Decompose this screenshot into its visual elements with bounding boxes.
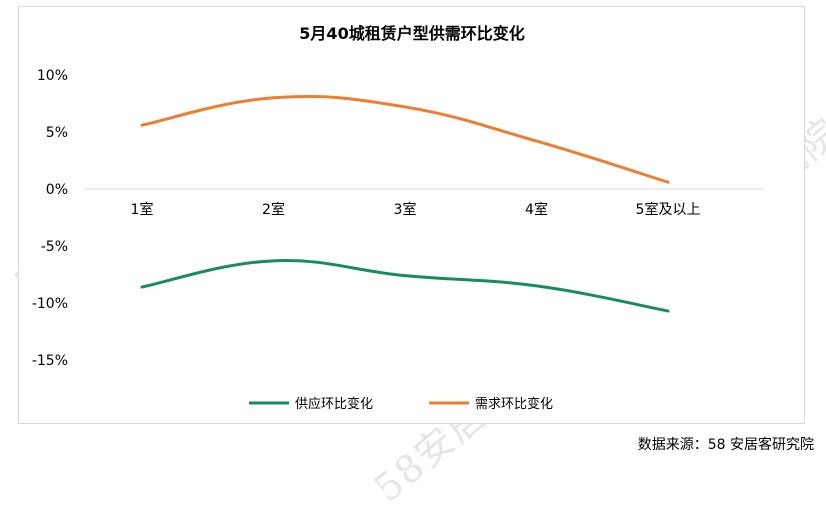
y-tick-label: 0% <box>46 182 68 198</box>
chart-title: 5月40城租赁户型供需环比变化 <box>299 24 524 43</box>
legend-label: 供应环比变化 <box>295 396 373 412</box>
x-tick-label: 4室 <box>525 201 548 218</box>
supply-series-line <box>140 259 670 313</box>
y-tick-label: 10% <box>37 68 68 84</box>
y-tick-label: -10% <box>32 296 68 312</box>
demand-series-line <box>140 94 670 184</box>
chart-area: 5月40城租赁户型供需环比变化 10% 5% 0% -5% -10% -15% 1室 2室 3室 4… <box>18 6 805 424</box>
data-source-note: 数据来源：58 安居客研究院 <box>637 437 814 453</box>
x-tick-label: 5室及以上 <box>636 201 701 218</box>
line-chart: 5月40城租赁户型供需环比变化 10% 5% 0% -5% -10% -15% 1室 2室 3室 4… <box>32 24 764 412</box>
x-tick-label: 3室 <box>394 201 417 218</box>
y-tick-label: -15% <box>32 353 68 369</box>
y-tick-label: -5% <box>41 239 68 255</box>
y-tick-label: 5% <box>46 125 68 141</box>
x-tick-label: 1室 <box>131 201 154 218</box>
legend-label: 需求环比变化 <box>475 396 553 412</box>
x-tick-label: 2室 <box>262 201 285 218</box>
